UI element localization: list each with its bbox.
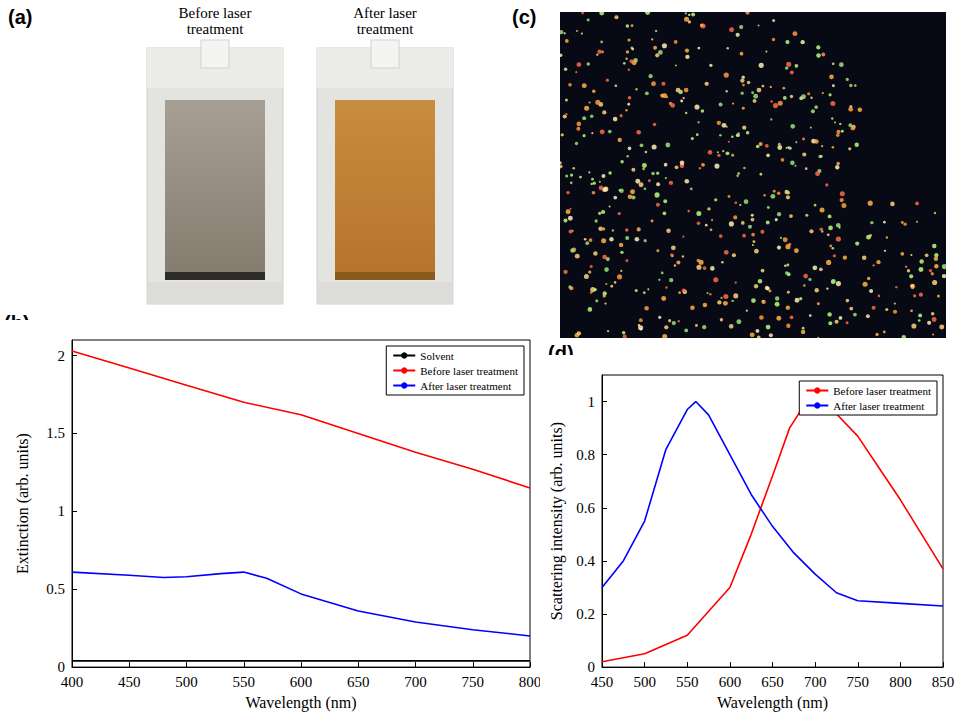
svg-text:550: 550 [676,674,699,690]
svg-text:Wavelength (nm): Wavelength (nm) [245,694,356,712]
svg-text:750: 750 [462,674,485,690]
html-text:(b): (b) [4,312,30,334]
svg-text:0: 0 [57,659,65,676]
svg-text:Before laser: Before laser [179,5,252,21]
svg-text:700: 700 [804,674,827,690]
svg-text:Before laser treatment: Before laser treatment [420,365,518,377]
svg-text:600: 600 [719,674,742,690]
svg-text:Solvent: Solvent [420,350,454,362]
svg-text:Scattering intensity (arb. uni: Scattering intensity (arb. units) [548,422,566,620]
svg-text:Extinction (arb. units): Extinction (arb. units) [14,433,32,574]
svg-text:500: 500 [175,674,198,690]
svg-text:850: 850 [932,674,955,690]
svg-text:0.5: 0.5 [46,581,65,597]
svg-text:Before laser treatment: Before laser treatment [833,385,931,397]
svg-text:1.5: 1.5 [46,425,65,441]
svg-text:800: 800 [889,674,912,690]
html-text:(d): (d) [548,342,574,364]
svg-text:treatment: treatment [357,21,414,37]
svg-text:1: 1 [58,503,66,519]
svg-text:0.2: 0.2 [576,606,595,622]
svg-text:0.8: 0.8 [576,447,595,463]
svg-text:After laser treatment: After laser treatment [833,400,924,412]
svg-text:0: 0 [587,659,595,676]
svg-text:450: 450 [591,674,614,690]
svg-text:After laser treatment: After laser treatment [420,380,511,392]
svg-text:400: 400 [61,674,84,690]
svg-text:750: 750 [847,674,870,690]
svg-text:2: 2 [58,348,66,364]
html-text:(a): (a) [8,6,33,28]
svg-text:Wavelength (nm): Wavelength (nm) [717,694,828,712]
svg-text:0.6: 0.6 [576,500,595,516]
html-text:(c): (c) [512,6,537,28]
svg-text:After laser: After laser [353,5,417,21]
svg-text:600: 600 [290,674,313,690]
svg-text:1: 1 [588,394,596,410]
svg-text:0.4: 0.4 [576,553,595,569]
svg-text:700: 700 [404,674,427,690]
svg-text:650: 650 [761,674,784,690]
svg-text:800: 800 [519,674,542,690]
svg-text:treatment: treatment [187,21,244,37]
svg-text:550: 550 [233,674,256,690]
svg-text:500: 500 [633,674,656,690]
svg-text:450: 450 [118,674,141,690]
svg-text:650: 650 [347,674,370,690]
